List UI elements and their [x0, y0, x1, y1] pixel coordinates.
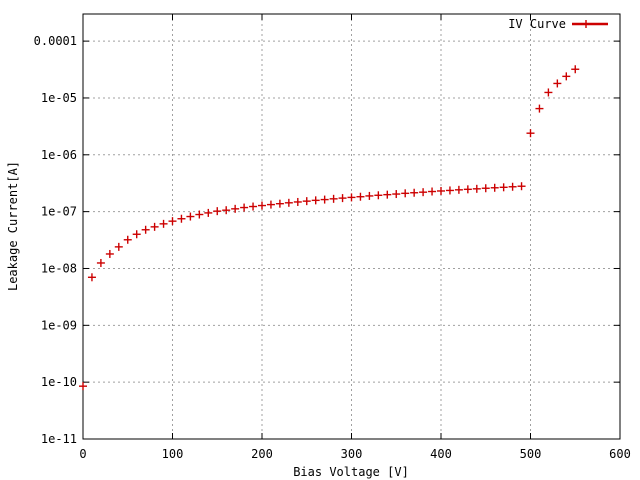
y-tick-label: 1e-05: [41, 91, 77, 105]
data-point: [463, 185, 472, 194]
data-point: [401, 189, 410, 198]
data-point: [329, 194, 338, 203]
x-tick-label: 100: [162, 447, 184, 461]
data-point: [105, 249, 114, 258]
legend-label: IV Curve: [508, 17, 566, 31]
y-tick-label: 1e-06: [41, 148, 77, 162]
data-point: [508, 182, 517, 191]
data-point: [258, 201, 266, 210]
data-point: [347, 193, 356, 202]
data-point: [517, 182, 526, 191]
data-point: [132, 230, 141, 239]
data-point: [302, 197, 311, 206]
x-axis-title: Bias Voltage [V]: [293, 465, 409, 479]
data-point: [374, 191, 383, 200]
data-point: [419, 188, 428, 197]
data-point: [284, 198, 293, 207]
data-point: [249, 202, 258, 211]
grid-lines: [83, 14, 620, 440]
data-point: [177, 214, 186, 223]
data-point: [79, 382, 87, 391]
x-tick-label: 0: [79, 447, 86, 461]
data-point: [231, 204, 240, 213]
data-point: [383, 190, 392, 199]
data-point: [150, 222, 159, 231]
y-tick-label: 1e-10: [41, 375, 77, 389]
data-point: [392, 190, 401, 199]
data-point: [213, 207, 222, 216]
data-point: [96, 258, 105, 267]
data-point: [535, 104, 544, 113]
data-point: [275, 199, 284, 208]
data-point: [338, 194, 347, 203]
data-point: [266, 200, 275, 209]
data-point: [428, 187, 437, 196]
data-point: [365, 191, 374, 200]
data-points: [79, 65, 580, 391]
legend: IV Curve: [508, 17, 608, 31]
data-point: [410, 188, 419, 197]
y-tick-label: 1e-09: [41, 318, 77, 332]
y-tick-label: 1e-11: [41, 432, 77, 446]
y-tick-label: 1e-08: [41, 261, 77, 275]
data-point: [204, 208, 213, 217]
x-tick-label: 500: [520, 447, 542, 461]
data-point: [311, 196, 320, 205]
data-point: [571, 65, 580, 74]
data-point: [490, 183, 499, 192]
data-point: [499, 183, 508, 192]
data-point: [186, 212, 195, 221]
x-tick-label: 600: [609, 447, 631, 461]
data-point: [240, 203, 249, 212]
data-point: [472, 184, 481, 193]
data-point: [168, 217, 177, 226]
data-point: [159, 219, 168, 228]
y-axis-title: Leakage Current[A]: [6, 161, 20, 291]
data-point: [481, 184, 490, 193]
data-point: [87, 273, 96, 282]
x-tick-label: 300: [341, 447, 363, 461]
data-point: [123, 235, 132, 244]
tick-labels: 0 100 200 300 400 500 600 1e-11 1e-10 1e-09 1e-08 1…: [34, 34, 631, 461]
data-point: [544, 88, 553, 97]
data-point: [454, 185, 463, 194]
data-point: [195, 210, 204, 219]
data-point: [437, 186, 445, 195]
y-tick-label: 0.0001: [34, 34, 77, 48]
data-point: [445, 186, 454, 195]
data-point: [222, 206, 231, 215]
x-tick-label: 200: [251, 447, 273, 461]
data-point: [320, 195, 329, 204]
data-point: [293, 197, 302, 206]
axis-ticks: [82, 14, 621, 440]
data-point: [141, 225, 150, 234]
data-point: [114, 242, 123, 251]
x-tick-label: 400: [430, 447, 452, 461]
y-tick-label: 1e-07: [41, 205, 77, 219]
data-point: [553, 79, 562, 88]
data-point: [562, 72, 571, 81]
data-point: [356, 192, 365, 201]
data-point: [526, 129, 535, 138]
